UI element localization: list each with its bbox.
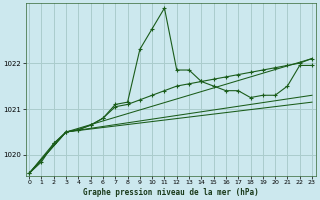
X-axis label: Graphe pression niveau de la mer (hPa): Graphe pression niveau de la mer (hPa): [83, 188, 259, 197]
